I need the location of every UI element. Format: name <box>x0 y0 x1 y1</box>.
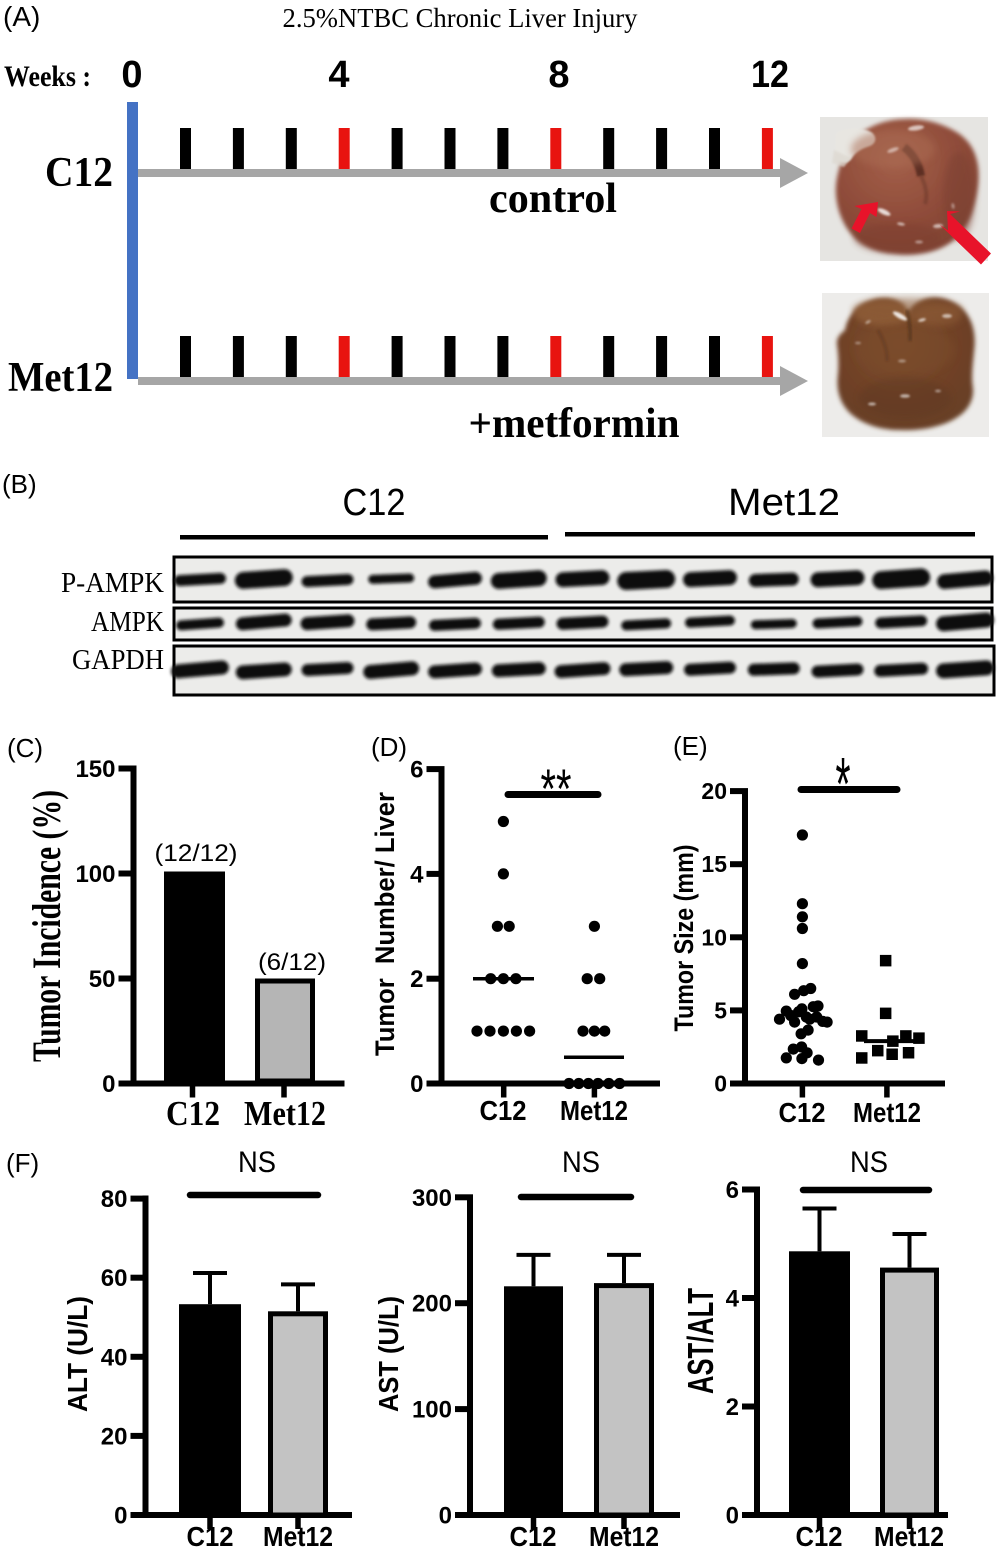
svg-text:200: 200 <box>412 1291 452 1318</box>
svg-text:4: 4 <box>328 54 349 96</box>
svg-text:15: 15 <box>701 851 727 877</box>
svg-text:NS: NS <box>238 1146 276 1179</box>
svg-text:(6/12): (6/12) <box>258 949 326 976</box>
svg-text:150: 150 <box>75 756 115 783</box>
svg-text:+metformin: +metformin <box>469 401 680 447</box>
svg-text:control: control <box>489 176 617 222</box>
svg-text:4: 4 <box>726 1286 740 1313</box>
svg-text:Met12: Met12 <box>244 1094 326 1133</box>
svg-text:Weeks :: Weeks : <box>4 60 91 93</box>
svg-text:2.5%NTBC Chronic Liver Injury: 2.5%NTBC Chronic Liver Injury <box>283 3 638 33</box>
svg-text:(A): (A) <box>3 1 40 32</box>
svg-text:100: 100 <box>412 1397 452 1424</box>
svg-text:80: 80 <box>101 1186 128 1213</box>
svg-text:C12: C12 <box>480 1095 527 1126</box>
svg-text:C12: C12 <box>779 1097 826 1128</box>
svg-text:60: 60 <box>101 1265 128 1292</box>
svg-text:(C): (C) <box>7 733 43 763</box>
svg-text:10: 10 <box>701 924 727 950</box>
svg-text:C12: C12 <box>796 1521 843 1552</box>
svg-text:0: 0 <box>726 1503 739 1530</box>
svg-text:ALT (U/L): ALT (U/L) <box>62 1296 93 1412</box>
svg-text:C12: C12 <box>343 482 406 524</box>
svg-text:Met12: Met12 <box>874 1521 944 1552</box>
svg-text:Tumor Incidence (%): Tumor Incidence (%) <box>24 790 69 1062</box>
svg-text:NS: NS <box>850 1146 888 1179</box>
svg-text:NS: NS <box>562 1146 600 1179</box>
svg-text:Met12: Met12 <box>853 1097 921 1128</box>
svg-text:(12/12): (12/12) <box>155 840 238 867</box>
svg-text:Tumor Number/ Liver: Tumor Number/ Liver <box>370 792 400 1056</box>
svg-text:300: 300 <box>412 1185 452 1212</box>
svg-text:AMPK: AMPK <box>91 607 164 638</box>
svg-text:(B): (B) <box>2 469 37 499</box>
svg-text:C12: C12 <box>510 1521 557 1552</box>
svg-text:C12: C12 <box>187 1521 234 1552</box>
svg-text:AST (U/L): AST (U/L) <box>373 1296 404 1412</box>
svg-text:0: 0 <box>121 54 142 96</box>
svg-text:GAPDH: GAPDH <box>72 645 164 676</box>
svg-text:*: * <box>836 742 851 826</box>
svg-text:2: 2 <box>410 966 423 993</box>
svg-text:Met12: Met12 <box>728 482 840 524</box>
svg-text:C12: C12 <box>45 150 113 196</box>
svg-text:0: 0 <box>410 1071 423 1098</box>
svg-text:P-AMPK: P-AMPK <box>61 568 164 599</box>
svg-text:20: 20 <box>701 778 727 804</box>
svg-text:0: 0 <box>114 1503 127 1530</box>
svg-text:20: 20 <box>101 1423 128 1450</box>
svg-text:(F): (F) <box>6 1148 39 1178</box>
svg-text:Met12: Met12 <box>263 1521 333 1552</box>
svg-text:100: 100 <box>75 861 115 888</box>
svg-text:0: 0 <box>439 1503 452 1530</box>
svg-text:4: 4 <box>410 861 424 888</box>
svg-text:50: 50 <box>89 966 116 993</box>
svg-text:0: 0 <box>714 1071 727 1097</box>
svg-text:AST/ALT: AST/ALT <box>680 1288 721 1394</box>
svg-text:(E): (E) <box>673 731 708 761</box>
svg-text:**: ** <box>541 757 572 820</box>
svg-text:12: 12 <box>751 54 789 96</box>
svg-text:Met12: Met12 <box>8 355 113 401</box>
svg-text:C12: C12 <box>166 1094 220 1133</box>
svg-text:6: 6 <box>410 757 423 784</box>
svg-text:2: 2 <box>726 1394 739 1421</box>
svg-text:Met12: Met12 <box>589 1521 659 1552</box>
svg-text:(D): (D) <box>371 732 407 762</box>
svg-text:5: 5 <box>714 997 727 1023</box>
svg-text:40: 40 <box>101 1344 128 1371</box>
svg-text:6: 6 <box>726 1177 739 1204</box>
svg-text:0: 0 <box>102 1071 115 1098</box>
svg-text:8: 8 <box>548 54 569 96</box>
svg-text:Tumor Size (mm): Tumor Size (mm) <box>669 845 699 1032</box>
svg-text:Met12: Met12 <box>560 1095 628 1126</box>
